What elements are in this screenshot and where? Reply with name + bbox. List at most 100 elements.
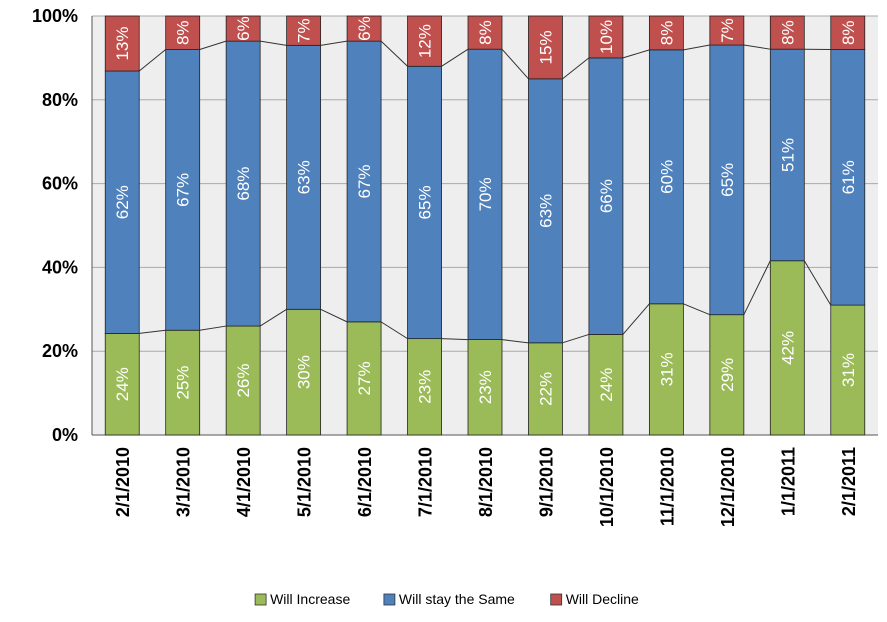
data-label: 24% <box>597 368 616 402</box>
data-label: 6% <box>355 16 374 41</box>
data-label: 22% <box>536 372 555 406</box>
data-label: 6% <box>234 16 253 41</box>
data-label: 10% <box>597 20 616 54</box>
data-label: 31% <box>657 352 676 386</box>
x-tick-label: 6/1/2010 <box>355 447 375 517</box>
bar-will-decline <box>709 15 745 46</box>
data-label: 12% <box>416 24 435 58</box>
data-label: 8% <box>839 20 858 45</box>
bar-will-decline <box>346 15 382 42</box>
data-label: 65% <box>416 185 435 219</box>
legend-swatch-will-decline <box>550 593 563 606</box>
legend-swatch-will-increase <box>254 593 267 606</box>
data-label: 7% <box>295 18 314 43</box>
data-label: 8% <box>174 20 193 45</box>
x-tick-label: 9/1/2010 <box>536 447 556 517</box>
y-tick-label: 100% <box>32 6 78 26</box>
x-tick-label: 10/1/2010 <box>597 447 617 527</box>
bar-will-decline <box>830 15 866 50</box>
bar-will-stay-the-same <box>709 44 745 316</box>
bar-will-decline <box>165 15 201 50</box>
data-label: 29% <box>718 358 737 392</box>
data-label: 8% <box>778 20 797 45</box>
bar-will-increase <box>407 338 442 436</box>
data-label: 70% <box>476 177 495 211</box>
y-tick-label: 0% <box>52 425 78 445</box>
x-tick-label: 2/1/2010 <box>113 447 133 517</box>
bar-will-increase <box>769 260 805 436</box>
y-tick-label: 60% <box>42 174 78 194</box>
x-tick-label: 12/1/2010 <box>718 447 738 527</box>
data-label: 61% <box>839 160 858 194</box>
data-label: 31% <box>839 353 858 387</box>
bar-will-increase <box>528 342 563 436</box>
data-label: 63% <box>536 194 555 228</box>
y-tick-label: 80% <box>42 90 78 110</box>
x-tick-label: 2/1/2011 <box>839 447 859 516</box>
legend-swatch-will-stay-the-same <box>383 593 396 606</box>
bar-will-stay-the-same <box>588 57 624 335</box>
data-label: 68% <box>234 167 253 201</box>
bar-will-stay-the-same <box>528 78 563 344</box>
data-label: 23% <box>416 370 435 404</box>
y-tick-label: 40% <box>42 257 78 277</box>
bar-will-decline <box>286 15 322 46</box>
data-label: 51% <box>778 138 797 172</box>
series-line <box>138 40 831 80</box>
data-label: 25% <box>174 366 193 400</box>
bar-will-increase <box>830 304 866 436</box>
bar-will-stay-the-same <box>467 48 503 340</box>
x-tick-label: 8/1/2010 <box>476 447 496 517</box>
bar-will-stay-the-same <box>648 49 684 305</box>
bar-will-decline <box>528 15 563 80</box>
data-label: 15% <box>536 30 555 64</box>
x-tick-label: 7/1/2010 <box>416 447 436 517</box>
data-label: 65% <box>718 163 737 197</box>
bar-will-stay-the-same <box>165 49 201 331</box>
data-label: 62% <box>113 185 132 219</box>
data-label: 60% <box>657 160 676 194</box>
data-label: 42% <box>778 331 797 365</box>
bar-will-stay-the-same <box>104 70 140 334</box>
bar-will-decline <box>648 15 684 51</box>
data-label: 30% <box>295 355 314 389</box>
bar-will-increase <box>709 314 745 436</box>
data-label: 23% <box>476 370 495 404</box>
legend-label: Will Decline <box>566 591 639 607</box>
bar-will-stay-the-same <box>769 48 805 262</box>
legend-label: Will Increase <box>270 591 350 607</box>
data-label: 63% <box>295 160 314 194</box>
bar-will-increase <box>165 329 201 436</box>
x-tick-label: 5/1/2010 <box>295 447 315 517</box>
y-tick-label: 20% <box>42 341 78 361</box>
data-label: 8% <box>476 20 495 45</box>
series-line <box>139 260 832 344</box>
bar-will-stay-the-same <box>407 65 442 340</box>
data-label: 8% <box>657 21 676 46</box>
bar-will-increase <box>346 321 382 436</box>
x-tick-label: 4/1/2010 <box>234 447 254 517</box>
bar-will-stay-the-same <box>286 44 322 310</box>
data-label: 7% <box>718 18 737 43</box>
bar-will-decline <box>225 15 261 42</box>
data-label: 26% <box>234 364 253 398</box>
x-tick-label: 11/1/2010 <box>657 447 677 526</box>
bar-will-increase <box>286 308 322 436</box>
bar-will-stay-the-same <box>225 40 261 327</box>
bar-will-increase <box>225 325 261 436</box>
bar-will-decline <box>104 15 140 72</box>
data-label: 66% <box>597 179 616 213</box>
bar-will-decline <box>407 15 442 67</box>
bar-will-increase <box>648 303 684 436</box>
bar-will-decline <box>588 15 624 59</box>
legend-label: Will stay the Same <box>399 591 515 607</box>
data-label: 27% <box>355 361 374 395</box>
data-label: 67% <box>355 164 374 198</box>
data-label: 24% <box>113 367 132 401</box>
x-tick-label: 1/1/2011 <box>778 447 798 516</box>
data-label: 13% <box>113 26 132 60</box>
data-label: 67% <box>174 173 193 207</box>
bar-will-increase <box>588 334 624 436</box>
